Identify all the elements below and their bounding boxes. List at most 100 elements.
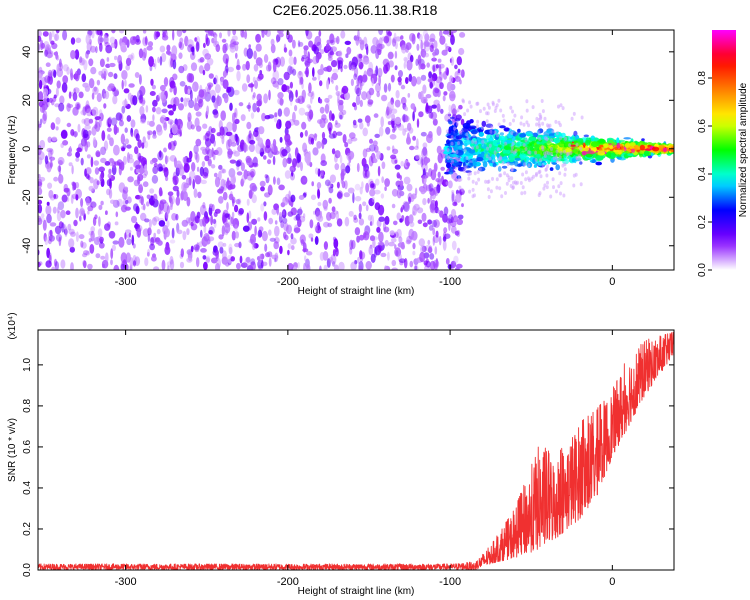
spectrogram-cell bbox=[47, 53, 53, 58]
spectrogram-cell bbox=[200, 248, 207, 253]
spectrogram-cell bbox=[178, 52, 183, 59]
spectrogram-cell bbox=[291, 245, 295, 251]
spectrogram-cell bbox=[354, 260, 358, 265]
spectrogram-cell bbox=[51, 266, 56, 270]
snr-series-line bbox=[38, 331, 674, 570]
spectrogram-cell bbox=[530, 176, 534, 181]
spectrogram-cell bbox=[245, 60, 250, 71]
spectrogram-cell bbox=[420, 74, 427, 81]
spectrogram-cell bbox=[465, 132, 469, 137]
spectrogram-cell bbox=[420, 39, 424, 51]
spectrogram-cell bbox=[329, 46, 333, 56]
spectrogram-cell bbox=[99, 42, 103, 52]
spectrogram-cell bbox=[400, 96, 407, 105]
spectrogram-cell bbox=[493, 109, 497, 113]
spectrogram-cell bbox=[97, 228, 103, 237]
spectrogram-cell bbox=[538, 137, 542, 141]
spectrogram-cell bbox=[54, 261, 59, 270]
spectrogram-cell bbox=[242, 225, 250, 232]
spectrogram-cell bbox=[213, 211, 218, 217]
spectrogram-cell bbox=[318, 30, 322, 37]
spectrogram-cell bbox=[368, 198, 375, 207]
snr-y-tick-label: 1.0 bbox=[22, 357, 33, 371]
spectrogram-cell bbox=[90, 66, 97, 75]
spectrogram-cell bbox=[261, 230, 268, 242]
spectrogram-cell bbox=[583, 147, 590, 152]
spectrogram-cell bbox=[167, 191, 174, 196]
spectrogram-cell bbox=[387, 82, 392, 92]
spectrogram-cell bbox=[116, 198, 123, 207]
spectrogram-cell bbox=[535, 122, 539, 127]
spectrogram-cell bbox=[497, 98, 501, 103]
spectrogram-cell bbox=[304, 111, 311, 116]
spectrogram-cell bbox=[160, 84, 166, 92]
spectrogram-cell bbox=[207, 236, 215, 242]
spectrogram-cell bbox=[398, 70, 403, 78]
spectrogram-cell bbox=[338, 261, 345, 270]
spectrogram-cell bbox=[194, 246, 199, 253]
spectrogram-cell bbox=[152, 193, 158, 202]
spectrogram-cell bbox=[537, 193, 541, 198]
spectrogram-cell bbox=[38, 79, 43, 90]
spectrogram-cell bbox=[496, 133, 500, 138]
spectrogram-cell bbox=[403, 201, 410, 213]
spectrogram-cell bbox=[445, 45, 451, 52]
spectrogram-cell bbox=[51, 136, 58, 142]
spectrogram-cell bbox=[95, 150, 101, 158]
spectrogram-cell bbox=[463, 165, 467, 170]
spectrogram-cell bbox=[98, 166, 105, 173]
spectrogram-cell bbox=[270, 38, 275, 46]
spectrogram-cell bbox=[131, 215, 137, 224]
spectrogram-cell bbox=[576, 138, 582, 142]
spectrogram-cell bbox=[226, 86, 232, 93]
spectrogram-cell bbox=[192, 84, 195, 91]
spectrogram-cell bbox=[436, 145, 442, 155]
spectrogram-cell bbox=[178, 103, 184, 111]
spectrogram-cell bbox=[293, 56, 297, 65]
spectrogram-cell bbox=[501, 160, 505, 165]
spectrogram-cell bbox=[135, 205, 140, 215]
spectrogram-cell bbox=[406, 235, 411, 245]
spectrogram-cell bbox=[558, 143, 565, 147]
spectrogram-cell bbox=[38, 42, 41, 52]
spectrogram-cell bbox=[408, 214, 414, 224]
spectrogram-cell bbox=[400, 84, 406, 90]
spectrogram-cell bbox=[208, 84, 212, 90]
spectrogram-cell bbox=[391, 188, 399, 197]
spectrogram-cell bbox=[330, 253, 337, 265]
spectrogram-cell bbox=[386, 146, 391, 151]
spectrogram-cell bbox=[450, 220, 457, 227]
spectrogram-cell bbox=[503, 127, 510, 132]
spectrogram-cell bbox=[121, 105, 126, 114]
spectrogram-cell bbox=[132, 260, 137, 267]
spectrogram-cell bbox=[457, 175, 461, 180]
spectrogram-cell bbox=[543, 183, 547, 188]
spectrogram-cell bbox=[204, 53, 212, 60]
spectrogram-cell bbox=[265, 138, 271, 149]
spectrogram-cell bbox=[236, 70, 241, 82]
spectrogram-cell bbox=[563, 156, 568, 162]
spectrogram-cell bbox=[113, 144, 120, 156]
spectrogram-cell bbox=[427, 219, 432, 225]
spectrogram-cell bbox=[317, 214, 324, 222]
spectrogram-cell bbox=[96, 79, 101, 86]
spectrogram-cell bbox=[527, 176, 530, 181]
spectrogram-cell bbox=[580, 115, 584, 120]
spectrogram-cell bbox=[93, 160, 100, 166]
spectrogram-cell bbox=[226, 121, 233, 132]
spectrogram-cell bbox=[103, 140, 109, 151]
spectrogram-cell bbox=[316, 141, 322, 149]
spectrogram-cell bbox=[361, 181, 364, 189]
spectrogram-cell bbox=[326, 258, 331, 268]
spectrogram-cell bbox=[113, 73, 118, 80]
spectrogram-cell bbox=[172, 185, 179, 192]
spectrogram-cell bbox=[250, 233, 256, 245]
spectrogram-cell bbox=[471, 139, 475, 144]
spectrogram-cell bbox=[297, 262, 300, 269]
spectrogram-cell bbox=[418, 238, 425, 247]
spectrogram-cell bbox=[392, 148, 399, 155]
spectrogram-cell bbox=[105, 44, 113, 54]
spectrogram-cell bbox=[293, 119, 300, 126]
spectrogram-cell bbox=[175, 166, 180, 177]
colorbar-tick-label: 0.0 bbox=[697, 263, 708, 277]
